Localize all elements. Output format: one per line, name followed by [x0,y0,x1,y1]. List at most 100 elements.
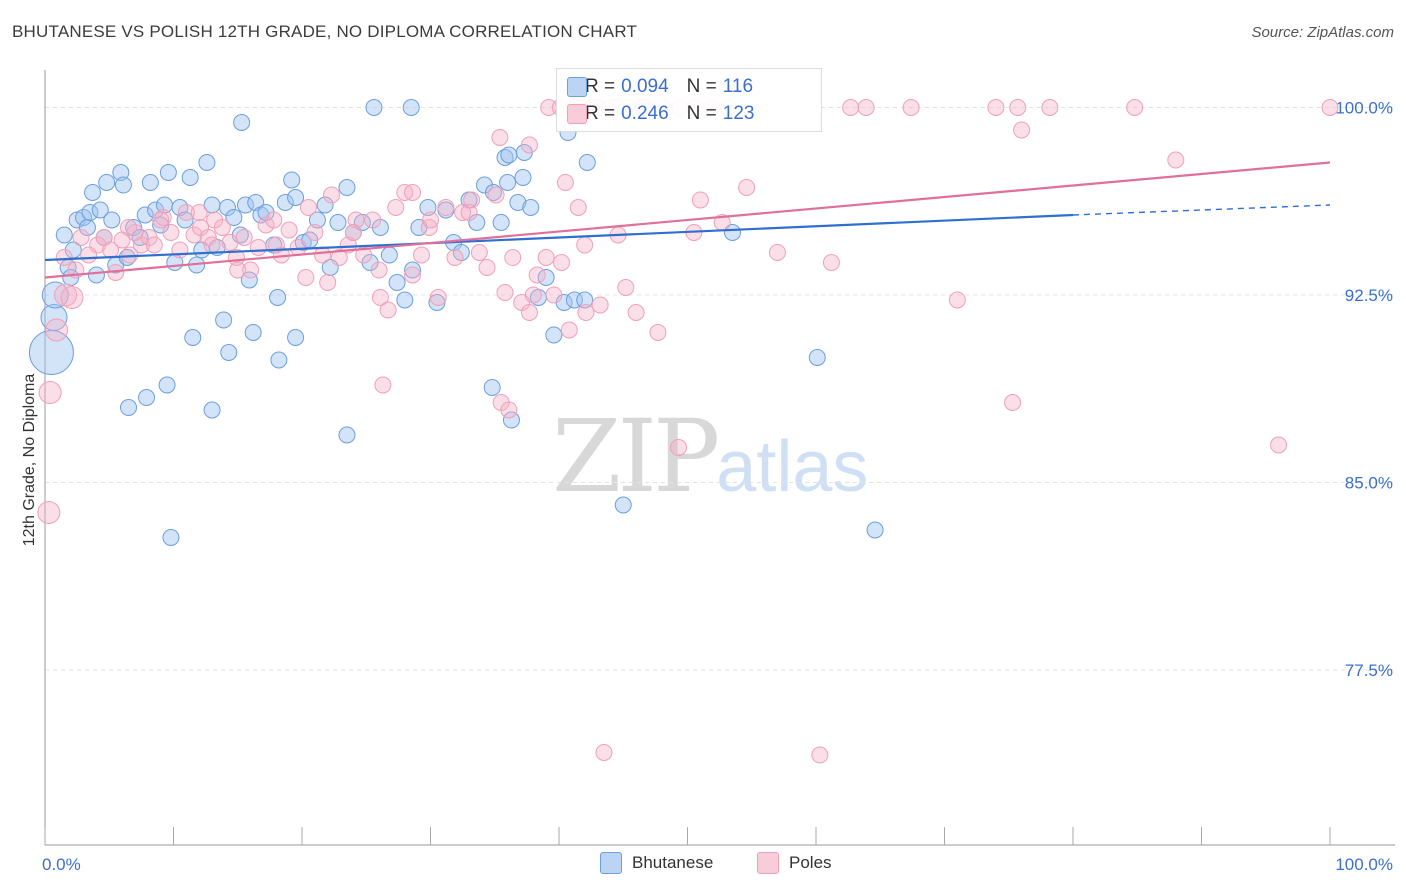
data-point-poles [1126,99,1144,116]
data-point-bhutanese [198,154,216,171]
data-point-poles [987,99,1005,116]
data-point-bhutanese [84,184,102,201]
data-point-poles [323,186,341,204]
data-point-bhutanese [396,291,414,309]
data-point-bhutanese [499,174,517,191]
trend-line-bhutanese [44,213,1074,262]
legend-item-bhutanese[interactable]: Bhutanese [600,852,713,874]
data-point-bhutanese [184,329,202,346]
trend-line-poles [44,161,1331,279]
data-point-bhutanese [181,169,199,186]
data-point-poles [249,239,267,256]
data-point-poles [347,211,365,229]
data-point-poles [364,211,382,229]
data-point-bhutanese [492,214,510,231]
data-point-bhutanese [215,311,233,329]
data-point-poles [314,246,332,264]
data-point-bhutanese [500,146,518,164]
data-point-poles [649,324,667,341]
legend-swatch-bhutanese [600,852,622,874]
data-point-bhutanese [120,399,138,416]
legend-label-bhutanese: Bhutanese [632,853,714,872]
data-point-poles [242,261,260,279]
data-point-poles [154,209,172,226]
data-point-bhutanese [365,99,383,116]
data-point-poles [1270,436,1288,454]
data-point-poles [577,304,595,321]
data-point-poles [422,211,439,229]
data-point-poles [190,204,208,221]
legend-label-poles: Poles [789,853,832,872]
data-point-bhutanese [388,274,406,291]
data-point-poles [670,439,688,456]
data-point-poles [524,286,542,304]
data-point-bhutanese [308,211,326,229]
legend-r-label: R = [585,103,616,124]
y-tick-label: 77.5% [1345,661,1393,680]
data-point-bhutanese [808,349,826,366]
y-tick-label: 92.5% [1345,286,1393,305]
data-point-poles [691,191,709,209]
data-point-poles [55,249,73,266]
data-point-bhutanese [91,201,109,219]
data-point-bhutanese [723,224,741,241]
legend-n-value: 123 [722,103,755,124]
data-point-bhutanese [225,209,243,226]
data-point-poles [556,174,574,191]
data-point-poles [171,241,189,259]
legend-r-value: 0.246 [621,103,669,124]
data-point-poles [120,219,138,236]
data-point-bhutanese [483,379,501,396]
data-point-bhutanese [316,196,334,214]
legend-r-label: R = [585,76,616,97]
data-point-poles [374,376,392,394]
watermark-zip: ZIP [552,398,720,515]
data-point-poles [520,136,538,154]
y-tick-label: 85.0% [1345,474,1393,493]
data-point-poles [1041,99,1059,116]
data-point-poles [545,286,563,304]
data-point-bhutanese [614,496,632,514]
data-point-bhutanese [141,174,159,191]
data-point-poles [902,99,920,116]
legend-swatch-poles [567,104,587,124]
data-point-poles [404,266,422,284]
data-point-bhutanese [338,179,356,196]
data-point-bhutanese [269,289,287,306]
data-point-bhutanese [270,351,288,369]
data-point-bhutanese [380,246,398,264]
data-point-bhutanese [159,164,177,181]
data-point-bhutanese [114,176,132,194]
data-point-poles [500,401,518,419]
data-point-bhutanese [502,411,520,429]
data-point-bhutanese [522,199,540,216]
data-point-poles [842,99,860,116]
data-point-bhutanese [578,154,596,171]
legend-row-poles: R = 0.246 N = 123 [567,102,755,126]
legend-n-label: N = [686,103,717,124]
data-point-poles [235,229,253,246]
chart-title: BHUTANESE VS POLISH 12TH GRADE, NO DIPLO… [12,22,638,41]
data-point-bhutanese [514,169,532,186]
data-point-bhutanese [402,99,420,116]
data-point-poles [404,184,422,201]
data-point-poles [463,191,481,209]
data-point-poles [1167,151,1185,169]
data-point-bhutanese [419,199,437,216]
data-point-poles [213,219,231,236]
data-point-bhutanese [162,529,180,546]
data-point-poles [553,254,571,271]
data-point-bhutanese [78,219,96,236]
data-point-poles [470,244,488,261]
data-point-bhutanese [565,291,583,309]
data-point-bhutanese [276,194,294,211]
data-point-poles [297,269,315,286]
data-point-bhutanese [203,401,221,419]
legend-item-poles[interactable]: Poles [757,852,832,874]
data-point-poles [595,744,613,761]
data-point-poles [738,179,756,196]
data-point-poles [576,236,594,254]
correlation-legend: R = 0.094 N = 116 R = 0.246 N = 123 [556,68,822,132]
trend-line-extension [1072,204,1331,216]
